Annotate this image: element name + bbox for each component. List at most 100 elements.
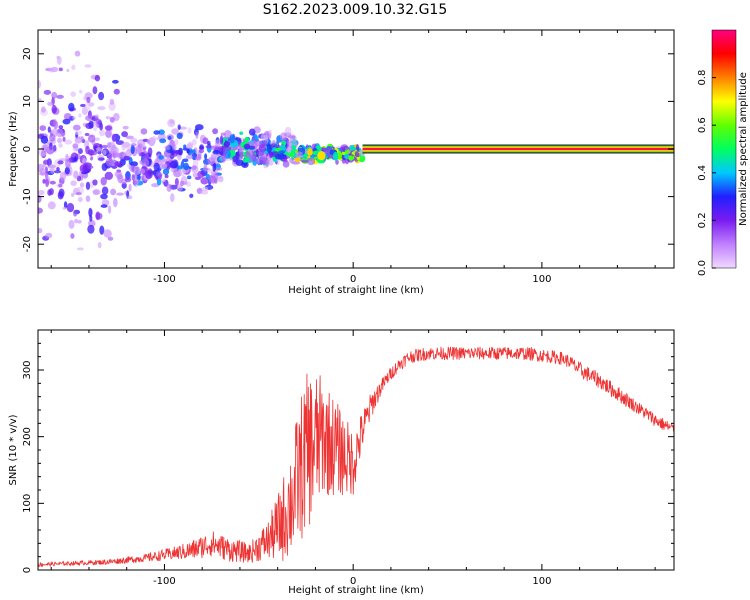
- colorbar-tick-label: 0.8: [697, 70, 708, 86]
- heat-blob: [43, 159, 49, 165]
- heat-blob: [38, 163, 44, 173]
- heat-blob: [97, 241, 102, 249]
- heat-blob: [288, 142, 293, 147]
- heat-blob: [265, 159, 270, 168]
- heat-blob: [49, 133, 56, 142]
- snr-series-line: [38, 346, 674, 568]
- heat-blob: [197, 170, 205, 178]
- heat-blob: [170, 193, 175, 203]
- y-tick-label: 300: [22, 360, 33, 379]
- heat-blob: [174, 139, 179, 146]
- heat-blob: [101, 199, 110, 207]
- heat-blob: [192, 172, 199, 178]
- heat-blob: [291, 145, 296, 149]
- heat-blob: [79, 182, 85, 188]
- heat-blob: [109, 98, 115, 105]
- heat-blob: [177, 124, 181, 130]
- heat-blob: [332, 151, 339, 161]
- heat-blob: [39, 171, 47, 176]
- heat-blob: [212, 149, 221, 155]
- heat-blob: [85, 195, 91, 202]
- heat-blob: [200, 177, 209, 185]
- heat-blob: [74, 50, 81, 57]
- heat-blob: [108, 101, 116, 111]
- heat-blob: [195, 131, 199, 139]
- colorbar-tick-label: 0.2: [697, 212, 708, 228]
- heat-blob: [94, 74, 101, 82]
- heat-blob: [211, 145, 216, 151]
- heat-blob: [132, 180, 138, 184]
- heat-blob: [135, 144, 143, 155]
- heat-blob: [127, 195, 133, 200]
- spectrogram-y-label: Frequency (Hz): [8, 111, 19, 187]
- heat-blob: [162, 168, 170, 176]
- heat-blob: [236, 152, 240, 161]
- heat-blob: [212, 162, 217, 172]
- heat-blob: [110, 146, 120, 154]
- snr-panel: -100 0 100 0 100 200 300 Height of straight li…: [8, 329, 675, 596]
- heat-blob: [58, 143, 63, 148]
- heat-blob: [179, 180, 185, 186]
- heat-blob: [174, 149, 183, 155]
- heat-blob: [356, 156, 361, 160]
- heat-blob: [266, 144, 272, 154]
- heat-blob: [68, 219, 75, 229]
- y-tick-label: 0: [22, 567, 33, 573]
- heat-blob: [186, 181, 192, 187]
- heat-blob: [84, 132, 90, 137]
- heat-blob: [178, 126, 187, 130]
- heat-blob: [303, 153, 309, 158]
- heat-blob: [101, 186, 109, 195]
- heat-blob: [87, 134, 96, 143]
- heat-blob: [146, 139, 151, 144]
- heat-blob: [58, 67, 63, 72]
- heat-blob: [40, 106, 46, 113]
- heat-blob: [226, 146, 232, 151]
- heat-blob: [169, 160, 178, 169]
- heat-blob: [317, 151, 326, 161]
- heat-blob: [255, 136, 259, 141]
- heat-blob: [187, 141, 194, 148]
- heat-blob: [116, 192, 124, 196]
- heat-blob: [278, 150, 286, 154]
- heat-blob: [90, 156, 94, 161]
- heat-blob: [153, 162, 160, 172]
- heat-blob: [235, 159, 244, 167]
- heat-blob: [72, 143, 79, 149]
- heat-blob: [73, 156, 78, 162]
- x-tick-label: -100: [153, 274, 176, 285]
- heat-blob: [129, 165, 137, 173]
- heat-blob: [191, 165, 197, 170]
- heat-blob: [57, 160, 64, 165]
- heat-blob: [207, 141, 211, 146]
- heat-blob: [42, 179, 46, 184]
- heat-blob: [62, 206, 67, 210]
- heat-blob: [121, 142, 129, 149]
- heat-blob: [173, 169, 182, 178]
- heat-blob: [85, 181, 91, 190]
- heat-blob: [115, 140, 124, 146]
- heat-blob: [155, 137, 162, 140]
- heat-blob: [53, 170, 62, 174]
- heat-blob: [84, 64, 92, 68]
- heat-blob: [86, 165, 94, 170]
- heat-blob: [74, 130, 83, 135]
- heat-blob: [77, 196, 83, 203]
- heat-blob: [109, 116, 115, 123]
- heat-blob: [243, 143, 251, 150]
- heat-blob: [92, 179, 98, 186]
- heat-blob: [74, 218, 79, 224]
- heat-blob: [53, 118, 57, 128]
- colorbar-label: Normalized spectral amplitude: [738, 72, 749, 226]
- x-tick-label: 0: [350, 576, 356, 587]
- heat-blob: [205, 145, 213, 149]
- heat-blob: [77, 219, 82, 224]
- heat-blob: [257, 150, 265, 157]
- heat-blob: [86, 96, 91, 104]
- y-tick-label: -10: [22, 188, 33, 204]
- heat-blob: [212, 128, 219, 135]
- x-tick-label: -100: [153, 576, 176, 587]
- heat-blob: [72, 124, 81, 131]
